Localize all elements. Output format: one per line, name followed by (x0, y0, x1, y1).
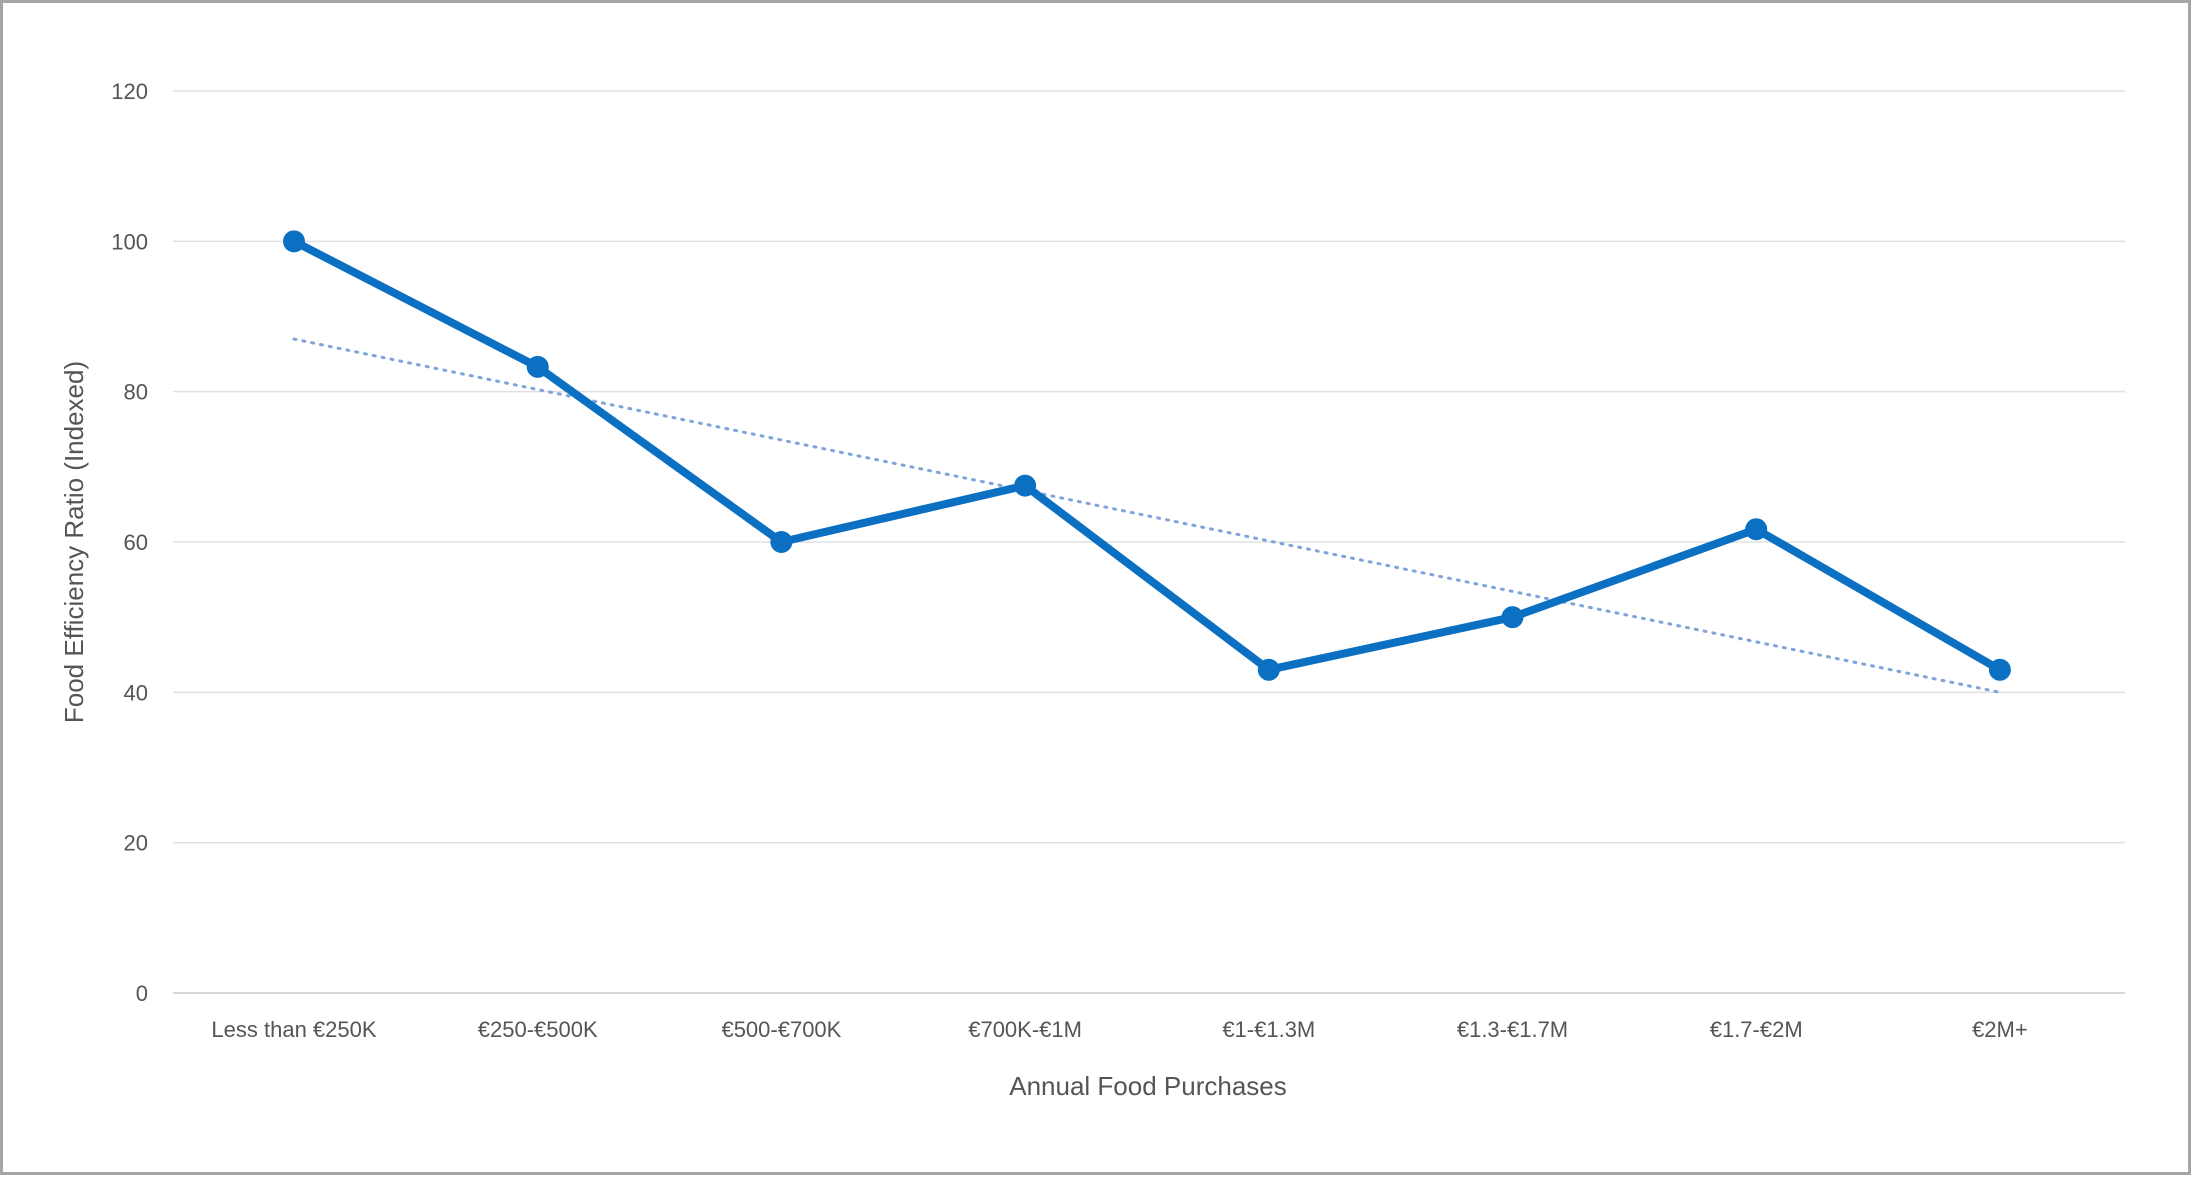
x-tick-label: €1.7-€2M (1710, 1017, 1803, 1042)
y-tick-label: 80 (124, 380, 148, 405)
data-point (1501, 606, 1524, 629)
data-point (526, 355, 549, 378)
x-tick-label: €500-€700K (721, 1017, 841, 1042)
x-tick-label: Less than €250K (211, 1017, 376, 1042)
gridlines (173, 90, 2125, 994)
data-point (770, 531, 793, 553)
data-point (1988, 658, 2011, 681)
x-axis-ticks: Less than €250K €250-€500K €500-€700K €700K… (211, 1017, 2027, 1042)
line-chart: 0 20 40 60 80 100 120 Less than €250K €250-€500… (59, 79, 2125, 1101)
x-tick-label: €1.3-€1.7M (1457, 1017, 1568, 1042)
x-tick-label: €1-€1.3M (1222, 1017, 1315, 1042)
x-tick-label: €700K-€1M (968, 1017, 1082, 1042)
y-axis-title: Food Efficiency Ratio (Indexed) (59, 361, 89, 723)
points-layer (283, 230, 2011, 681)
y-tick-label: 0 (136, 981, 148, 1006)
y-tick-label: 100 (111, 229, 148, 254)
y-tick-label: 60 (124, 530, 148, 555)
y-tick-label: 40 (124, 680, 148, 705)
data-point (283, 230, 305, 253)
data-point (1745, 518, 1768, 541)
series-layer (290, 237, 2004, 674)
y-axis-ticks: 0 20 40 60 80 100 120 (111, 79, 148, 1006)
x-tick-label: €250-€500K (478, 1017, 598, 1042)
x-tick-label: €2M+ (1972, 1017, 2028, 1042)
y-tick-label: 20 (124, 831, 148, 856)
series-line (290, 237, 2004, 674)
y-tick-label: 120 (111, 79, 148, 104)
data-point (1257, 658, 1280, 681)
x-axis-title: Annual Food Purchases (1009, 1071, 1287, 1101)
data-point (1014, 474, 1037, 497)
